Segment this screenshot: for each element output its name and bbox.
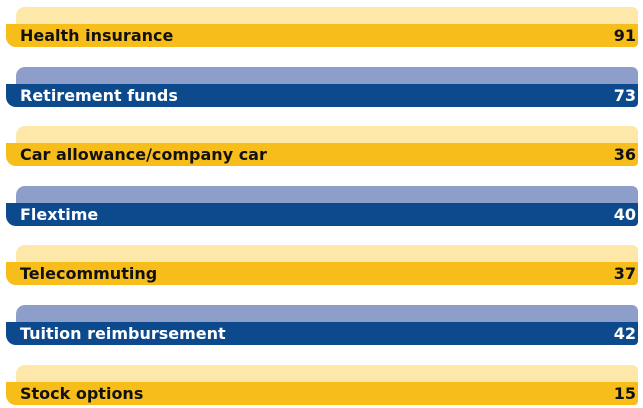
benefit-label: Car allowance/company car xyxy=(20,145,267,165)
bar-band xyxy=(6,83,638,107)
bar-highlight xyxy=(16,126,638,146)
bar-band xyxy=(6,24,638,47)
benefit-row: Car allowance/company car 36 xyxy=(6,126,638,167)
benefit-row: Telecommuting 37 xyxy=(6,245,638,286)
benefit-row: Tuition reimbursement 42 xyxy=(6,305,638,345)
benefit-value: 40 xyxy=(613,204,636,224)
bar-band xyxy=(6,202,638,226)
benefit-label: Stock options xyxy=(20,383,144,403)
benefit-value: 15 xyxy=(613,383,636,403)
benefit-row: Stock options 15 xyxy=(6,364,638,405)
bar-highlight xyxy=(16,305,638,324)
bar-band xyxy=(6,262,638,286)
benefit-value: 91 xyxy=(613,26,636,45)
bar-highlight xyxy=(16,185,638,205)
benefit-value: 36 xyxy=(613,145,636,165)
benefit-row: Flextime 40 xyxy=(6,185,638,226)
bar-highlight xyxy=(16,7,638,26)
benefit-label: Health insurance xyxy=(20,26,174,45)
bar-highlight xyxy=(16,364,638,384)
benefit-label: Tuition reimbursement xyxy=(20,324,226,343)
benefit-row: Health insurance 91 xyxy=(6,7,638,47)
bar-band xyxy=(6,143,638,167)
bar-highlight xyxy=(16,66,638,86)
bar-highlight xyxy=(16,245,638,265)
benefit-value: 37 xyxy=(613,264,636,284)
benefit-row: Retirement funds 73 xyxy=(6,66,638,107)
benefit-label: Flextime xyxy=(20,204,99,224)
bar-band xyxy=(6,322,638,345)
benefit-label: Retirement funds xyxy=(20,85,178,105)
benefit-value: 73 xyxy=(613,85,636,105)
benefit-label: Telecommuting xyxy=(20,264,158,284)
benefit-value: 42 xyxy=(613,324,636,343)
bar-band xyxy=(6,381,638,405)
